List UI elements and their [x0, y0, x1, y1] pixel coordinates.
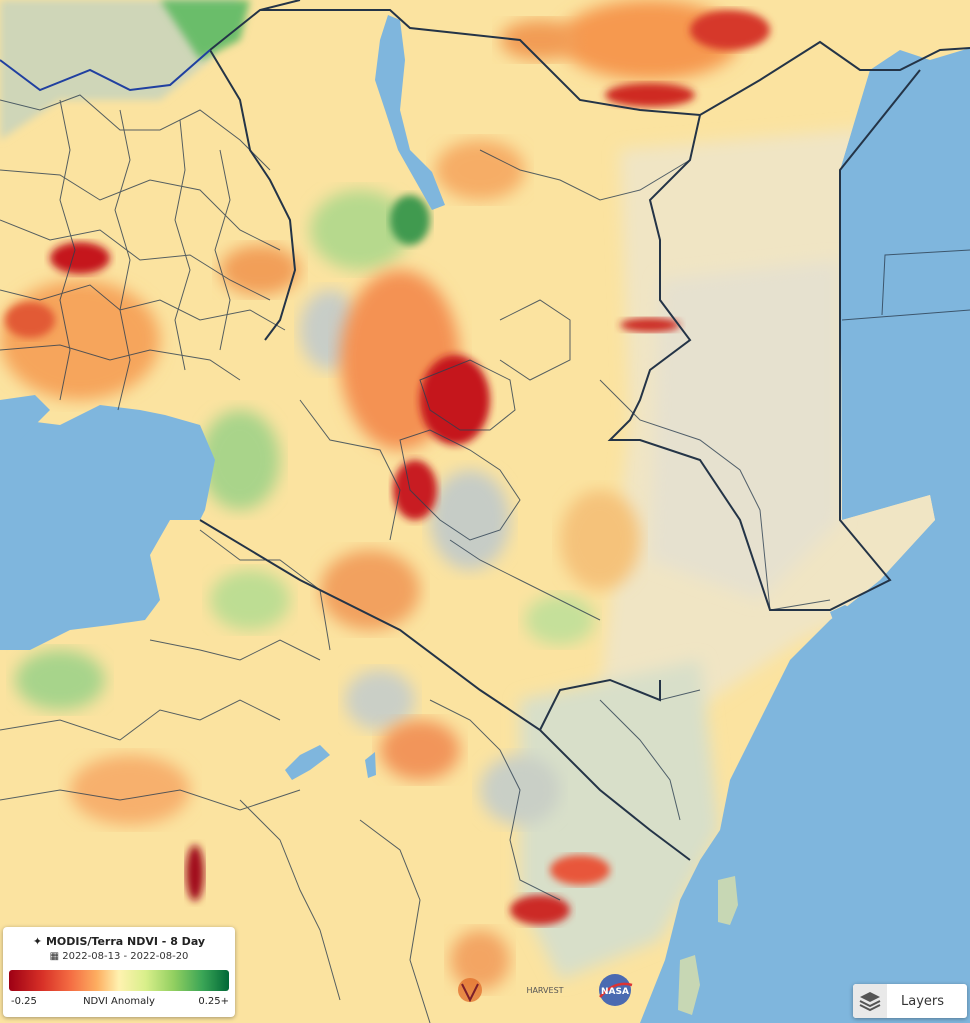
lakes: [0, 15, 857, 1015]
coastal-inlet: [830, 605, 857, 625]
legend-max-label: 0.25+: [198, 996, 229, 1007]
legend-title-text: MODIS/Terra NDVI - 8 Day: [45, 935, 206, 948]
admin-boundaries: [0, 94, 970, 1023]
lake-small-2: [365, 752, 376, 778]
nasa-logo-text: NASA: [601, 987, 629, 997]
island-zanzibar: [678, 955, 700, 1015]
lake-kyoga: [0, 395, 50, 445]
lake-turkana: [375, 15, 445, 210]
lake-victoria: [0, 405, 215, 650]
legend-panel: ✦ MODIS/Terra NDVI - 8 Day ▦ 2022-08-13 …: [3, 927, 235, 1017]
sudan-border: [0, 49, 211, 92]
island-pemba: [718, 876, 738, 925]
harvest-logo: HARVEST: [526, 986, 563, 995]
uw-logo: [458, 978, 482, 1003]
legend-min-label: -0.25: [11, 996, 37, 1007]
calendar-icon: ▦: [49, 951, 63, 962]
legend-date-text: 2022-08-13 - 2022-08-20: [62, 951, 189, 962]
lake-small-1: [285, 745, 330, 780]
legend-title: ✦ MODIS/Terra NDVI - 8 Day: [3, 935, 235, 948]
layers-label: Layers: [901, 994, 945, 1009]
layers-icon: [853, 984, 887, 1018]
satellite-icon: ✦: [32, 935, 46, 948]
legend-date: ▦ 2022-08-13 - 2022-08-20: [3, 951, 235, 962]
legend-mid-label: NDVI Anomaly: [83, 996, 155, 1007]
legend-color-ramp: [9, 970, 229, 991]
layers-button[interactable]: Layers: [853, 984, 967, 1018]
country-boundaries: [199, 0, 970, 861]
nasa-logo: NASA: [599, 974, 633, 1006]
